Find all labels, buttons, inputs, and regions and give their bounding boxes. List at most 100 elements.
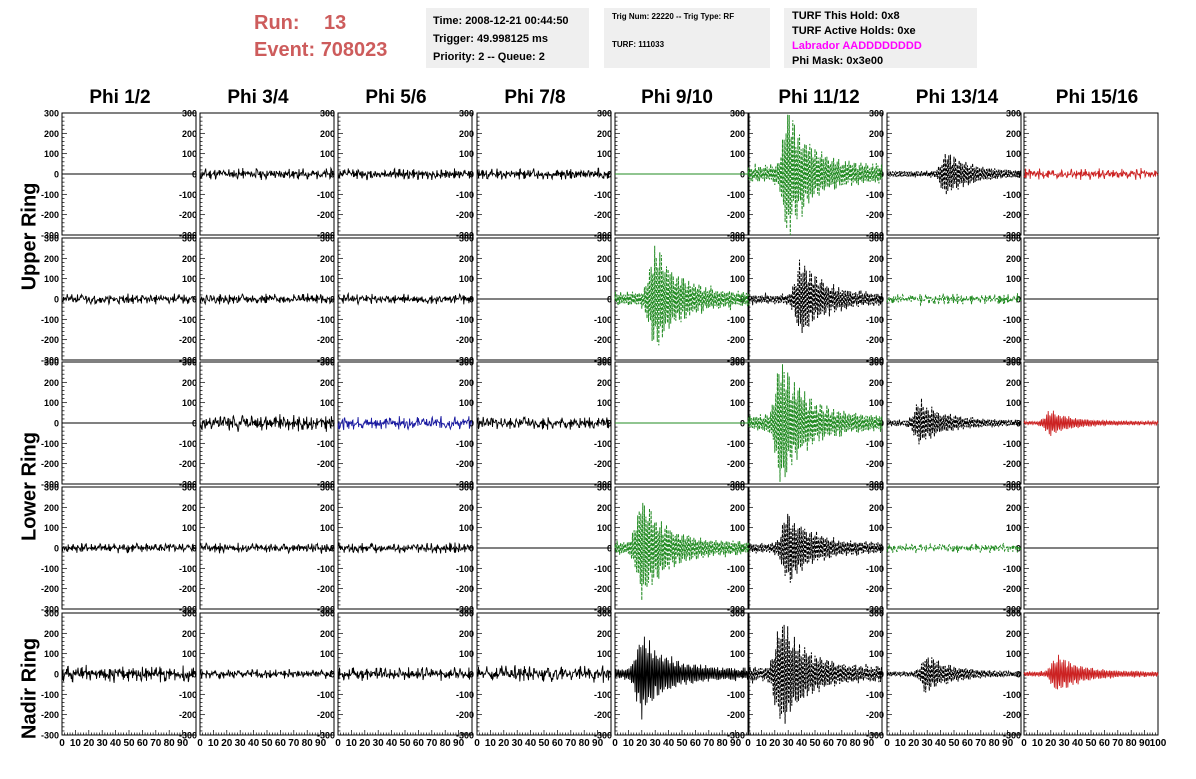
waveform-trace-r1-c6: [886, 293, 1022, 307]
y-tick-label: -300: [727, 480, 745, 490]
y-tick-label: 0: [879, 295, 884, 305]
y-tick-label: -300: [727, 356, 745, 366]
y-tick-label: -100: [456, 190, 474, 200]
y-tick-label: -200: [866, 210, 884, 220]
x-tick-label: 40: [110, 738, 122, 749]
y-tick-label: 300: [730, 358, 745, 368]
x-tick-label: 30: [922, 738, 934, 749]
x-tick-label: 100: [1150, 738, 1167, 749]
y-tick-label: 200: [44, 503, 59, 513]
y-tick-label: 300: [320, 609, 335, 619]
y-tick-label: 200: [320, 254, 335, 264]
y-tick-label: 300: [1006, 234, 1021, 244]
y-tick-label: 200: [730, 629, 745, 639]
y-tick-label: 300: [459, 609, 474, 619]
x-tick-label: 0: [884, 738, 890, 749]
y-tick-label: 100: [1006, 149, 1021, 159]
y-tick-label: 100: [730, 523, 745, 533]
x-tick-label: 60: [552, 738, 564, 749]
y-tick-label: 200: [597, 254, 612, 264]
y-tick-label: 300: [44, 358, 59, 368]
y-tick-label: -200: [727, 584, 745, 594]
y-tick-label: -200: [594, 710, 612, 720]
y-tick-label: 200: [1006, 503, 1021, 513]
y-tick-label: -200: [866, 584, 884, 594]
y-tick-label: 200: [182, 129, 197, 139]
y-tick-label: -200: [1003, 584, 1021, 594]
waveform-trace-r4-c6: [886, 657, 1022, 693]
waveform-trace-r0-c1: [199, 166, 335, 181]
y-tick-label: 0: [469, 544, 474, 554]
y-tick-label: 0: [54, 295, 59, 305]
x-tick-label: 60: [823, 738, 835, 749]
y-tick-label: 200: [597, 129, 612, 139]
y-tick-label: 300: [1006, 483, 1021, 493]
y-tick-label: 200: [730, 254, 745, 264]
panel-frame: [61, 237, 197, 361]
y-tick-label: -100: [456, 564, 474, 574]
y-tick-label: -100: [317, 315, 335, 325]
y-tick-label: 200: [182, 503, 197, 513]
y-tick-label: -100: [41, 190, 59, 200]
run-label: Run:: [254, 12, 300, 34]
y-tick-label: -100: [317, 690, 335, 700]
x-tick-label: 90: [1002, 738, 1014, 749]
y-tick-label: -300: [1003, 356, 1021, 366]
phi-mask-text: Phi Mask: 0x3e00: [792, 55, 884, 67]
y-tick-label: 200: [182, 378, 197, 388]
col-header-phi-5-6: Phi 5/6: [365, 87, 427, 108]
y-tick-label: 200: [182, 629, 197, 639]
x-tick-label: 30: [512, 738, 524, 749]
y-tick-label: 100: [459, 523, 474, 533]
x-tick-label: 80: [164, 738, 176, 749]
y-tick-label: -200: [456, 710, 474, 720]
y-tick-label: -200: [1003, 710, 1021, 720]
y-tick-label: -300: [866, 356, 884, 366]
y-tick-label: 0: [192, 419, 197, 429]
y-tick-label: 200: [730, 503, 745, 513]
y-tick-label: 100: [182, 649, 197, 659]
trig-num-text: Trig Num: 22220 -- Trig Type: RF: [612, 12, 735, 21]
y-tick-label: 300: [730, 483, 745, 493]
x-tick-label: 50: [399, 738, 411, 749]
y-tick-label: 300: [459, 358, 474, 368]
y-tick-label: -300: [594, 605, 612, 615]
y-tick-label: 100: [869, 649, 884, 659]
y-tick-label: 200: [869, 378, 884, 388]
waveform-trace-r2-c5: [747, 364, 883, 482]
x-tick-label: 20: [769, 738, 781, 749]
x-tick-label: 80: [717, 738, 729, 749]
x-tick-label: 90: [730, 738, 742, 749]
y-tick-label: 100: [1006, 398, 1021, 408]
y-tick-label: 0: [54, 544, 59, 554]
x-tick-label: 80: [1126, 738, 1138, 749]
y-tick-label: 300: [869, 358, 884, 368]
y-tick-label: -300: [456, 231, 474, 241]
x-tick-label: 10: [623, 738, 635, 749]
y-tick-label: 200: [730, 378, 745, 388]
y-tick-label: 0: [740, 544, 745, 554]
y-tick-label: -300: [1003, 231, 1021, 241]
waveform-trace-r3-c2: [337, 542, 473, 555]
waveform-trace-r1-c5: [747, 259, 883, 334]
x-tick-label: 60: [275, 738, 287, 749]
y-tick-label: -300: [1003, 731, 1021, 741]
y-tick-label: -200: [594, 459, 612, 469]
x-tick-label: 0: [745, 738, 751, 749]
y-tick-label: -200: [179, 335, 197, 345]
waveform-trace-r2-c3: [476, 415, 612, 430]
y-tick-label: -300: [456, 356, 474, 366]
waveform-trace-r0-c7: [1023, 167, 1159, 180]
x-tick-label: 60: [690, 738, 702, 749]
y-tick-label: -100: [179, 315, 197, 325]
y-tick-label: -300: [456, 731, 474, 741]
x-tick-label: 0: [1021, 738, 1027, 749]
y-tick-label: -300: [179, 731, 197, 741]
y-tick-label: -300: [456, 480, 474, 490]
waveform-trace-r3-c0: [61, 542, 197, 554]
y-tick-label: 0: [330, 419, 335, 429]
y-tick-label: 100: [730, 649, 745, 659]
x-tick-label: 40: [1072, 738, 1084, 749]
y-tick-label: 300: [44, 109, 59, 119]
x-tick-label: 90: [592, 738, 604, 749]
